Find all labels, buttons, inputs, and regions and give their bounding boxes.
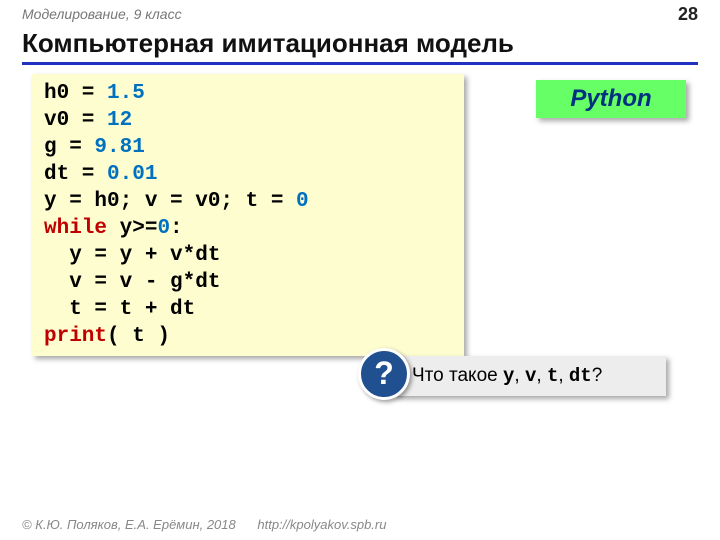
question-callout: Что такое y, v, t, dt?: [394, 356, 666, 396]
title-rule: [22, 62, 698, 65]
page-number: 28: [678, 4, 698, 25]
footer: © К.Ю. Поляков, Е.А. Ерёмин, 2018 http:/…: [22, 517, 386, 532]
slide-title: Компьютерная имитационная модель: [22, 28, 514, 59]
language-badge: Python: [536, 80, 686, 118]
code-block: h0 = 1.5 v0 = 12 g = 9.81 dt = 0.01 y = …: [32, 74, 464, 356]
course-header: Моделирование, 9 класс: [22, 6, 182, 22]
question-mark-icon: ?: [358, 348, 410, 400]
footer-copyright: © К.Ю. Поляков, Е.А. Ерёмин, 2018: [22, 517, 236, 532]
footer-url: http://kpolyakov.spb.ru: [257, 517, 386, 532]
